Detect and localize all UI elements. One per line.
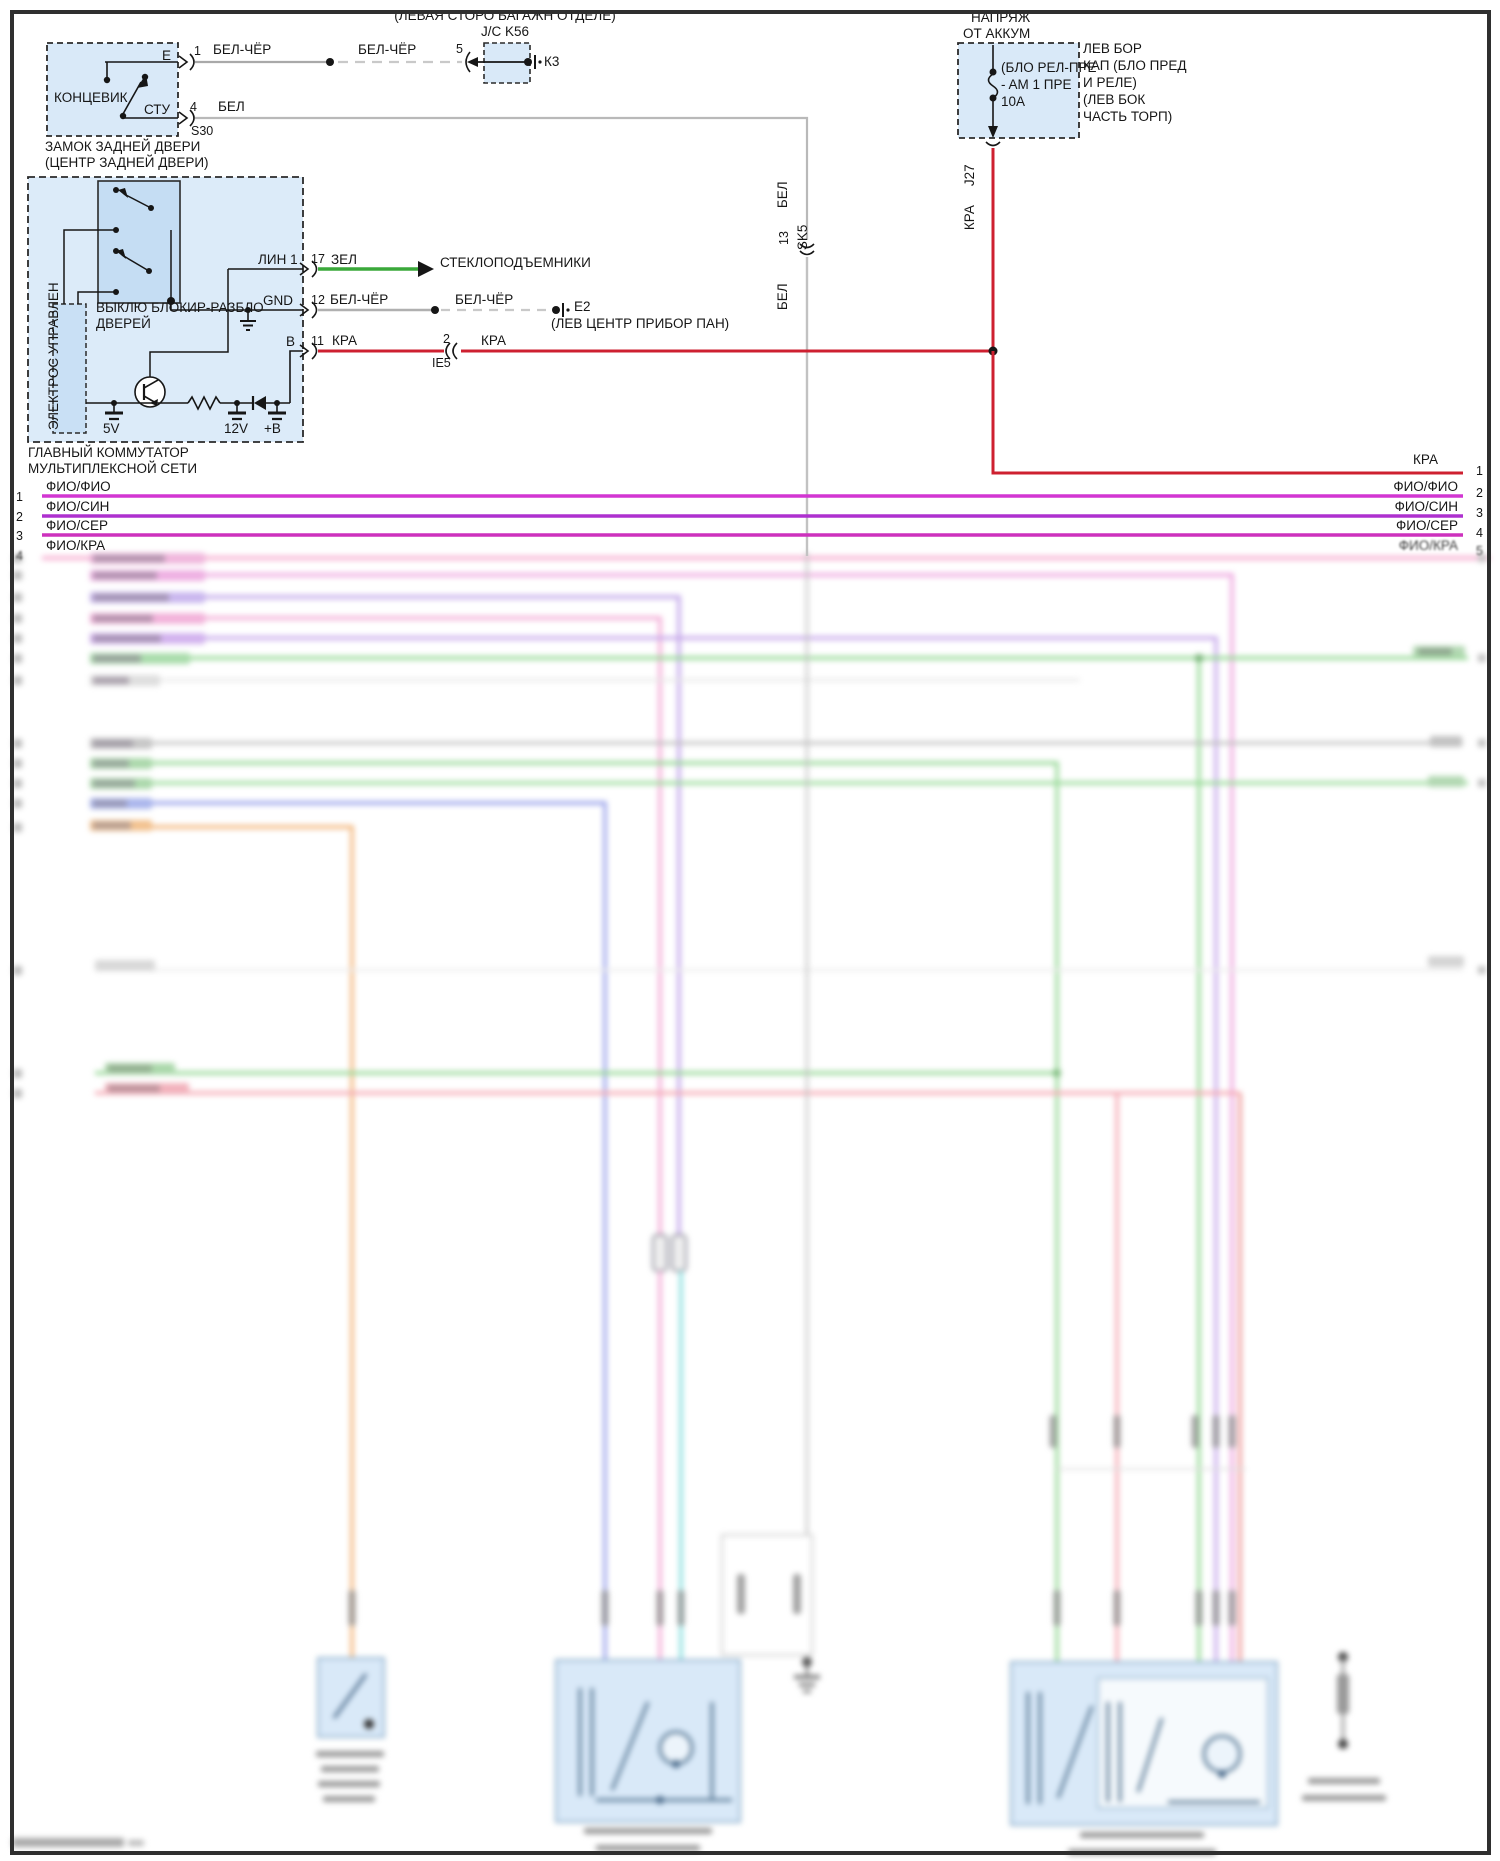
blurred-wiring-svg bbox=[12, 552, 1490, 1855]
wire-color-label: БЕЛ bbox=[774, 283, 790, 311]
bus-wire-label: ФИО/СИН bbox=[46, 499, 110, 514]
junction-pin-number: 5 bbox=[456, 42, 463, 56]
bus-wire-label: ФИО/КРА bbox=[1398, 538, 1458, 553]
bus-wire-label: ФИО/СИН bbox=[1394, 499, 1458, 514]
battery-feed-title: ОТ АККУМ bbox=[963, 26, 1031, 41]
limit-switch-label: КОНЦЕВИК bbox=[54, 90, 128, 105]
junction-name-label: J/C K56 bbox=[480, 24, 530, 39]
pin-sty-label: СТУ bbox=[144, 102, 171, 117]
lock-switch-label: ДВЕРЕЙ bbox=[96, 316, 151, 331]
fuse-label: (БЛО РЕЛ-ПРЕ bbox=[1001, 60, 1097, 75]
bus-wire-label: ФИО/КРА bbox=[46, 538, 106, 553]
bus-pin-number: 5 bbox=[1476, 544, 1483, 558]
fuse-label: - AM 1 ПРЕ bbox=[1001, 77, 1072, 92]
pin-b-label: В bbox=[286, 334, 296, 349]
blurred-diagram-section bbox=[0, 552, 1500, 1861]
supply-b-label: +В bbox=[264, 421, 281, 436]
lock-switch-label: ВЫКЛЮ БЛОКИР-РАЗБЛО bbox=[96, 300, 264, 315]
bus-wire-label: ФИО/СЕР bbox=[46, 518, 108, 533]
supply-5v-label: 5V bbox=[103, 421, 120, 436]
e2-location-label: (ЛЕВ ЦЕНТР ПРИБОР ПАН) bbox=[551, 316, 730, 331]
wiring-svg bbox=[27, 42, 1463, 556]
terminal-k3-label: К3 bbox=[544, 54, 560, 69]
bus-pin-number: 3 bbox=[1476, 506, 1483, 520]
bus-pin-number: 1 bbox=[1476, 464, 1483, 478]
sk5-pin-number: 13 bbox=[777, 231, 791, 245]
resistor-symbol bbox=[187, 395, 221, 411]
supply-12v-label: 12V bbox=[224, 421, 249, 436]
fusebox-location-label: ЧАСТЬ ТОРП) bbox=[1083, 109, 1173, 124]
fusebox-location-label: КАП (БЛО ПРЕД bbox=[1083, 58, 1187, 73]
component-caption: МУЛЬТИПЛЕКСНОЙ СЕТИ bbox=[28, 461, 198, 476]
pin-gnd-label: GND bbox=[263, 293, 293, 308]
terminal-e2-label: Е2 bbox=[574, 299, 591, 314]
connector-sk5-label: SK5 bbox=[794, 224, 810, 251]
bus-pin-number: 1 bbox=[16, 490, 23, 504]
power-windows-label: СТЕКЛОПОДЪЕМНИКИ bbox=[440, 255, 591, 270]
fusebox-location-label: (ЛЕВ БОК bbox=[1083, 92, 1146, 107]
lock-unlock-switch-symbol bbox=[63, 193, 303, 377]
fuse-rating-label: 10A bbox=[1001, 94, 1026, 109]
wire-color-label: ЗЕЛ bbox=[331, 252, 358, 267]
bus-wire-label: КРА bbox=[1413, 452, 1438, 467]
wire-color-label: КРА bbox=[332, 333, 357, 348]
battery-feed-title: НАПРЯЖ bbox=[971, 10, 1031, 25]
wire-color-label: БЕЛ-ЧЁР bbox=[455, 292, 514, 307]
bus-pin-number: 4 bbox=[1476, 526, 1483, 540]
fusebox-location-label: И РЕЛЕ) bbox=[1083, 75, 1137, 90]
component-caption: (ЦЕНТР ЗАДНЕЙ ДВЕРИ) bbox=[45, 155, 209, 170]
fuse-symbol bbox=[987, 45, 999, 126]
pin-lin-label: ЛИН 1 bbox=[258, 252, 298, 267]
connector-ie5-label: IE5 bbox=[432, 356, 451, 370]
bus-pin-number: 4 bbox=[16, 549, 23, 563]
wire-color-label: БЕЛ-ЧЁР bbox=[213, 42, 272, 57]
pin-number: 1 bbox=[194, 44, 201, 58]
pin-number: 12 bbox=[311, 293, 325, 307]
pin-e-label: E bbox=[162, 48, 172, 63]
connector-j27-label: J27 bbox=[961, 164, 977, 187]
pin-number: 4 bbox=[190, 100, 197, 114]
bus-pin-number: 2 bbox=[1476, 486, 1483, 500]
supply-terminals bbox=[105, 400, 286, 421]
ie5-pin-number: 2 bbox=[443, 332, 450, 346]
fusebox-location-label: ЛЕВ БОР bbox=[1083, 41, 1142, 56]
bus-pin-number: 2 bbox=[16, 510, 23, 524]
component-caption: ЗАМОК ЗАДНЕЙ ДВЕРИ bbox=[45, 139, 201, 154]
pin-number: 11 bbox=[311, 334, 324, 348]
wire-color-label: КРА bbox=[961, 205, 977, 231]
pin-number: 17 bbox=[311, 252, 325, 266]
junction-location-label: (ЛЕВАЯ СТОРО БАГАЖН ОТДЕЛЕ) bbox=[394, 8, 616, 23]
wire-color-label: КРА bbox=[481, 333, 506, 348]
wire-color-label: БЕЛ-ЧЁР bbox=[330, 292, 389, 307]
diode-symbol bbox=[254, 396, 266, 410]
wire-color-label: БЕЛ-ЧЁР bbox=[358, 42, 417, 57]
bus-pin-number: 3 bbox=[16, 529, 23, 543]
bus-wire-label: ФИО/ФИО bbox=[46, 479, 111, 494]
bus-wire-label: ФИО/СЕР bbox=[1396, 518, 1458, 533]
wire-color-label: БЕЛ bbox=[218, 99, 245, 114]
connector-s30-label: S30 bbox=[191, 124, 214, 138]
component-caption: ГЛАВНЫЙ КОММУТАТОР bbox=[28, 445, 189, 460]
electronic-control-label: ЭЛЕКТРОС УПРАВЛЕН bbox=[45, 282, 61, 431]
wire-color-label: БЕЛ bbox=[774, 181, 790, 209]
bus-wire-label: ФИО/ФИО bbox=[1393, 479, 1458, 494]
